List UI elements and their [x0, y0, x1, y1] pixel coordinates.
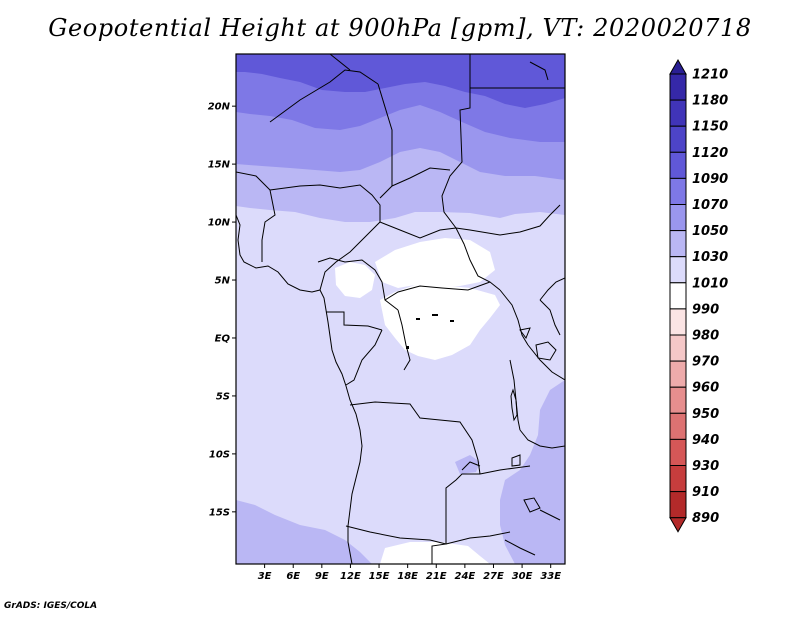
colorbar-label: 1150 — [692, 120, 728, 135]
lat-tick-label: 15S — [209, 507, 230, 518]
field-1090-1120 — [236, 54, 565, 108]
colorbar-label: 1180 — [692, 94, 728, 109]
lon-tick-label: 6E — [286, 571, 300, 582]
colorbar: 1210 1180 1150 1120 1090 1070 1050 1030 1010 990 9… — [669, 58, 728, 533]
field-990-1010-south — [380, 542, 490, 564]
colorbar-box — [669, 230, 687, 258]
colorbar-top-triangle — [669, 58, 687, 75]
lat-tick-label: 5S — [216, 391, 230, 402]
colorbar-label: 1090 — [692, 172, 728, 187]
colorbar-label: 1050 — [692, 224, 728, 239]
lon-tick-label: 15E — [369, 571, 390, 582]
colorbar-label: 980 — [692, 329, 719, 344]
field-990-1010-north — [375, 238, 495, 288]
colorbar-label: 1010 — [692, 276, 728, 291]
colorbar-box — [669, 386, 687, 414]
lon-tick-label: 18E — [397, 571, 418, 582]
longitude-axis: 3E 6E 9E 12E 15E 18E 21E 24E 27E 30E 33E — [258, 564, 561, 582]
lat-tick-label: 15N — [208, 160, 231, 171]
lon-tick-label: 12E — [340, 571, 361, 582]
colorbar-box — [669, 334, 687, 362]
colorbar-label: 990 — [692, 302, 719, 317]
lon-tick-label: 33E — [540, 571, 561, 582]
colorbar-box — [669, 73, 687, 101]
colorbar-bottom-triangle — [669, 517, 687, 533]
colorbar-box — [669, 491, 687, 519]
colorbar-box — [669, 308, 687, 336]
lon-tick-label: 24E — [454, 571, 475, 582]
colorbar-box — [669, 151, 687, 179]
height-field-shading — [236, 54, 565, 564]
colorbar-label: 910 — [692, 485, 719, 500]
colorbar-label: 1120 — [692, 146, 728, 161]
field-990-1010-west — [335, 262, 375, 298]
colorbar-label: 960 — [692, 381, 719, 396]
colorbar-label: 930 — [692, 459, 719, 474]
colorbar-label: 1210 — [692, 68, 728, 83]
lake-marks — [406, 314, 454, 349]
colorbar-box — [669, 282, 687, 310]
field-990-1010-central — [380, 285, 500, 360]
colorbar-box — [669, 177, 687, 205]
colorbar-label: 970 — [692, 355, 719, 370]
field-1030-1050-southeast — [500, 380, 565, 564]
lon-tick-label: 27E — [483, 571, 504, 582]
lat-tick-label: 20N — [208, 102, 231, 113]
colorbar-box — [669, 412, 687, 440]
lon-tick-label: 21E — [426, 571, 447, 582]
colorbar-box — [669, 465, 687, 493]
lat-tick-label: 10N — [208, 218, 231, 229]
colorbar-label: 940 — [692, 433, 719, 448]
colorbar-box — [669, 204, 687, 232]
lon-tick-label: 3E — [258, 571, 272, 582]
colorbar-box — [669, 256, 687, 284]
map-frame — [235, 53, 566, 565]
country-borders — [236, 54, 565, 564]
colorbar-box — [669, 438, 687, 466]
lon-tick-label: 30E — [512, 571, 533, 582]
colorbar-box — [669, 99, 687, 127]
colorbar-label: 950 — [692, 407, 719, 422]
colorbar-label: 1030 — [692, 250, 728, 265]
latitude-axis: 20N 15N 10N 5N EQ 5S 10S 15S — [208, 102, 236, 518]
lat-tick-label: 5N — [215, 276, 231, 287]
lat-tick-label: 10S — [209, 449, 230, 460]
field-1030-1050-southwest — [236, 500, 372, 564]
colorbar-box — [669, 360, 687, 388]
lat-tick-label: EQ — [215, 333, 231, 344]
colorbar-label: 1070 — [692, 198, 728, 213]
credit-label: GrADS: IGES/COLA — [4, 601, 98, 611]
page-title: Geopotential Height at 900hPa [gpm], VT:… — [48, 14, 752, 42]
colorbar-label: 890 — [692, 511, 719, 526]
colorbar-box — [669, 125, 687, 153]
lon-tick-label: 9E — [315, 571, 329, 582]
